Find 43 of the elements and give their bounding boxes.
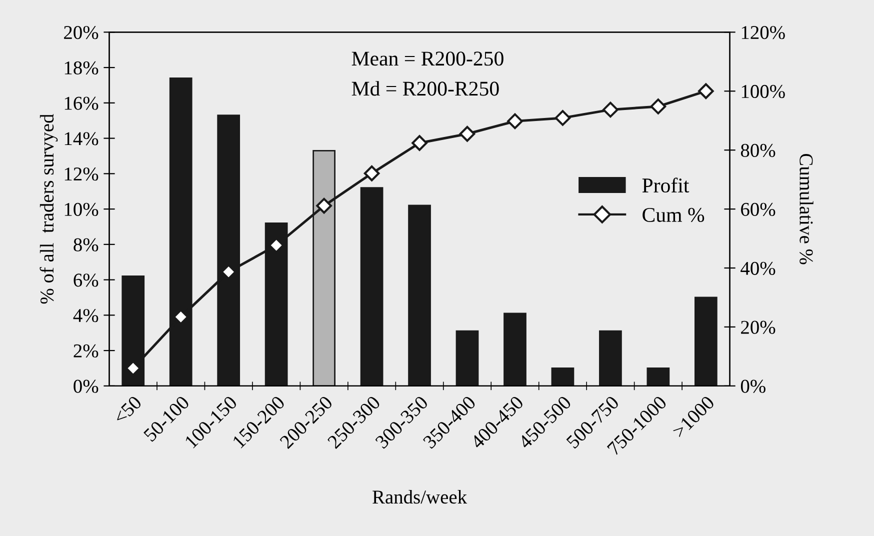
y-tick-label: 8% (74, 238, 98, 252)
y-tick-label: 4% (73, 308, 98, 322)
point (698, 83, 714, 100)
y2-tick-label: 0% (740, 380, 766, 393)
y-axis-title: % of all traders survyed (40, 114, 58, 304)
x-axis-title: Rands/week (372, 490, 468, 504)
y-tick-label: 16% (64, 96, 98, 110)
point (364, 165, 380, 182)
legend-label: Cum % (642, 208, 704, 222)
point (602, 102, 618, 118)
y-tick-label: 12% (64, 167, 98, 181)
y-tick-label: 14% (64, 132, 98, 146)
bar (360, 187, 384, 386)
bar (456, 330, 479, 386)
point (507, 113, 523, 130)
annotation: Md = R200-R250 (352, 81, 499, 96)
y2-axis-title: Cumulative % (800, 154, 814, 264)
bar (551, 368, 574, 386)
point (554, 110, 571, 126)
y-tick-label: 0% (74, 380, 98, 393)
y2-tick-label: 80% (740, 144, 776, 158)
point (316, 198, 332, 214)
point (650, 98, 666, 114)
y-tick-label: 10% (64, 202, 98, 216)
point (412, 135, 428, 151)
bar (599, 330, 622, 386)
y-tick-label: 18% (64, 61, 98, 75)
bar (694, 296, 718, 386)
y2-tick-label: 120% (742, 26, 785, 40)
bar (646, 368, 670, 386)
y-tick-label: 6% (74, 274, 98, 287)
y-tick-label: 20% (64, 26, 98, 40)
y2-tick-label: 100% (742, 84, 785, 98)
point (459, 126, 476, 142)
legend-label: Profit (642, 178, 690, 193)
annotation: Mean = R200-250 (352, 52, 504, 66)
x-tick-label: <50 (112, 395, 142, 425)
y-tick-label: 2% (74, 344, 98, 358)
y2-tick-label: 20% (741, 320, 776, 334)
bar (504, 312, 526, 386)
bar (408, 204, 431, 386)
y2-tick-label: 40% (740, 262, 776, 275)
y2-tick-label: 60% (741, 202, 776, 216)
